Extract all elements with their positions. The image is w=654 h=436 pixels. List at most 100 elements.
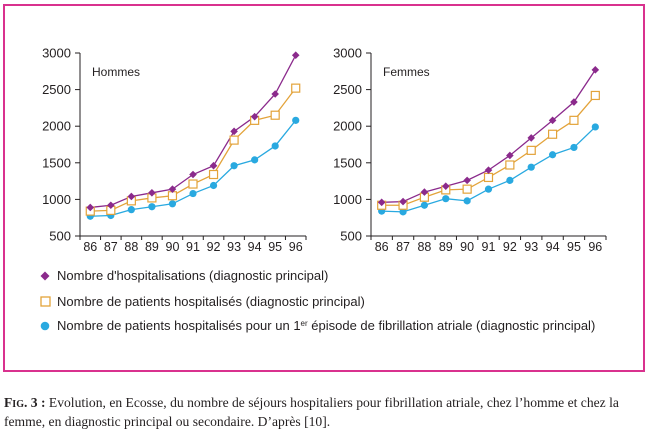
y-tick-label: 1500: [42, 155, 71, 170]
x-tick-label: 96: [588, 240, 602, 254]
data-point: [483, 172, 494, 183]
data-point: [526, 145, 536, 155]
x-tick-label: 90: [166, 240, 180, 254]
data-point: [251, 156, 259, 164]
data-point: [484, 166, 493, 174]
data-point: [291, 83, 301, 93]
legend-label: Nombre de patients hospitalisés (diagnos…: [57, 294, 365, 309]
circle-icon: [36, 321, 54, 331]
data-point: [441, 182, 450, 191]
square-icon: [36, 296, 54, 307]
x-tick-label: 91: [482, 240, 496, 254]
data-point: [189, 189, 197, 198]
data-point: [208, 169, 219, 180]
data-point: [209, 181, 218, 190]
data-point: [547, 129, 558, 139]
y-tick-label: 3000: [42, 46, 71, 61]
data-point: [548, 116, 557, 125]
data-point: [590, 90, 600, 101]
data-point: [569, 115, 579, 125]
caption-text: Evolution, en Ecosse, du nombre de séjou…: [4, 395, 619, 429]
data-point: [148, 189, 156, 197]
x-tick-label: 92: [503, 240, 517, 254]
x-tick-label: 93: [227, 240, 241, 254]
data-point: [127, 206, 135, 214]
data-point: [250, 112, 259, 121]
y-tick-label: 500: [49, 229, 71, 244]
data-point: [506, 176, 514, 184]
y-tick-label: 3000: [333, 46, 362, 61]
data-point: [399, 208, 407, 216]
figure-caption: Fig. 3 : Evolution, en Ecosse, du nombre…: [4, 394, 652, 431]
data-point: [442, 195, 450, 203]
data-point: [229, 135, 239, 145]
panel-title: Femmes: [383, 65, 430, 79]
x-tick-label: 94: [248, 240, 262, 254]
y-tick-label: 2000: [333, 119, 362, 134]
legend-item-patients: Nombre de patients hospitalisés (diagnos…: [36, 294, 365, 309]
x-tick-label: 86: [83, 240, 97, 254]
legend-item-premier-episode: Nombre de patients hospitalisés pour un …: [36, 318, 595, 333]
data-point: [127, 192, 136, 201]
charts-area: 3000 2500 2000 1500 1000 500 86 87 88 89 90 91 92 93 9…: [42, 46, 607, 254]
data-point: [168, 200, 177, 208]
x-tick-label: 92: [207, 240, 221, 254]
series-line: [90, 119, 297, 217]
data-point: [271, 90, 279, 98]
data-point: [377, 198, 386, 207]
data-point: [527, 163, 535, 171]
x-tick-label: 88: [124, 240, 138, 254]
x-tick-label: 95: [567, 240, 581, 254]
legend-item-hospitalisations: Nombre d'hospitalisations (diagnostic pr…: [36, 268, 328, 283]
data-point: [148, 203, 156, 211]
data-point: [570, 98, 578, 106]
y-tick-label: 1000: [42, 192, 71, 207]
data-point: [591, 123, 599, 131]
data-point: [484, 185, 493, 193]
x-tick-label: 91: [186, 240, 200, 254]
data-point: [399, 197, 407, 206]
data-point: [462, 184, 472, 194]
data-point: [527, 134, 536, 142]
data-point: [270, 110, 280, 120]
x-tick-label: 95: [268, 240, 282, 254]
data-point: [168, 185, 177, 193]
data-point: [209, 161, 218, 170]
x-tick-label: 89: [439, 240, 453, 254]
data-point: [230, 127, 238, 136]
data-point: [230, 162, 238, 170]
data-point: [271, 142, 279, 150]
figure-frame: [3, 4, 645, 372]
legend-label: Nombre d'hospitalisations (diagnostic pr…: [57, 268, 329, 283]
data-point: [505, 160, 515, 170]
x-tick-label: 94: [546, 240, 560, 254]
y-tick-label: 2000: [42, 119, 71, 134]
x-tick-label: 93: [524, 240, 538, 254]
data-point: [420, 188, 429, 196]
y-tick-label: 1500: [333, 155, 362, 170]
data-point: [189, 170, 197, 179]
data-point: [506, 151, 514, 160]
x-tick-label: 88: [417, 240, 431, 254]
x-tick-label: 90: [460, 240, 474, 254]
y-tick-label: 500: [340, 229, 362, 244]
y-tick-label: 2500: [333, 82, 362, 97]
data-point: [188, 179, 198, 189]
x-tick-label: 86: [375, 240, 389, 254]
data-point: [420, 201, 429, 209]
legend-label: Nombre de patients hospitalisés pour un …: [57, 318, 596, 333]
data-point: [86, 203, 95, 212]
y-tick-label: 1000: [333, 192, 362, 207]
caption-label: Fig. 3 :: [4, 395, 46, 410]
diamond-icon: [36, 271, 54, 281]
panel-title: Hommes: [92, 65, 140, 79]
data-point: [570, 143, 578, 152]
y-tick-label: 2500: [42, 82, 71, 97]
data-point: [463, 197, 471, 205]
data-point: [591, 66, 600, 74]
data-point: [292, 116, 300, 124]
x-tick-label: 89: [145, 240, 159, 254]
x-tick-label: 87: [104, 240, 118, 254]
x-tick-label: 87: [396, 240, 410, 254]
series-line: [381, 69, 596, 203]
